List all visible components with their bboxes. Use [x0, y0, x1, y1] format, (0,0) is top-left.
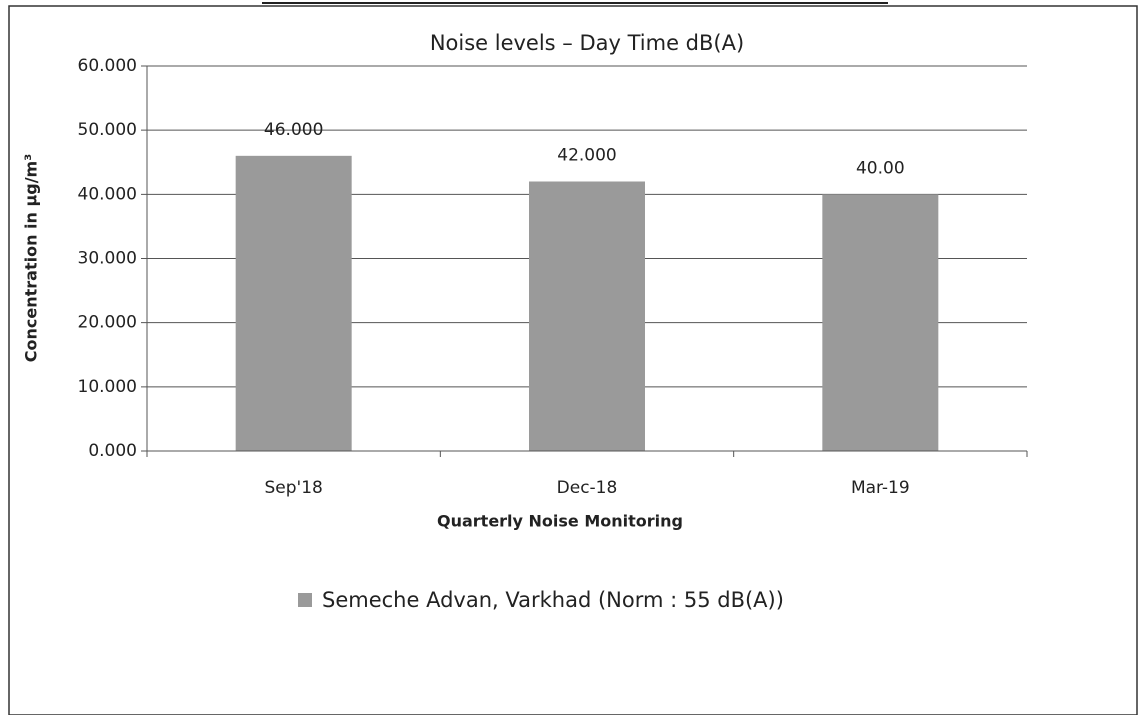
- x-axis-title: Quarterly Noise Monitoring: [437, 512, 683, 531]
- y-tick-label: 0.000: [88, 441, 137, 461]
- data-label: 40.00: [856, 158, 905, 178]
- y-tick-label: 10.000: [78, 377, 137, 397]
- data-label: 42.000: [557, 146, 616, 166]
- y-tick-label: 30.000: [78, 249, 137, 269]
- bar: [822, 194, 939, 452]
- y-tick-label: 50.000: [78, 120, 137, 140]
- y-tick-label: 20.000: [78, 313, 137, 333]
- chart-frame: [8, 5, 1138, 715]
- data-label: 46.000: [264, 120, 323, 140]
- bar: [235, 155, 352, 452]
- y-axis-title: Concentration in µg/m³: [22, 154, 41, 362]
- legend-label: Semeche Advan, Varkhad (Norm : 55 dB(A)): [322, 588, 784, 612]
- y-tick-label: 40.000: [78, 184, 137, 204]
- legend-swatch: [298, 593, 312, 607]
- x-tick-label: Dec-18: [557, 478, 618, 498]
- bar: [529, 181, 645, 451]
- x-tick-label: Mar-19: [851, 478, 910, 498]
- y-tick-label: 60.000: [78, 56, 137, 76]
- x-tick-label: Sep'18: [264, 478, 322, 498]
- chart-title: Noise levels – Day Time dB(A): [430, 31, 744, 55]
